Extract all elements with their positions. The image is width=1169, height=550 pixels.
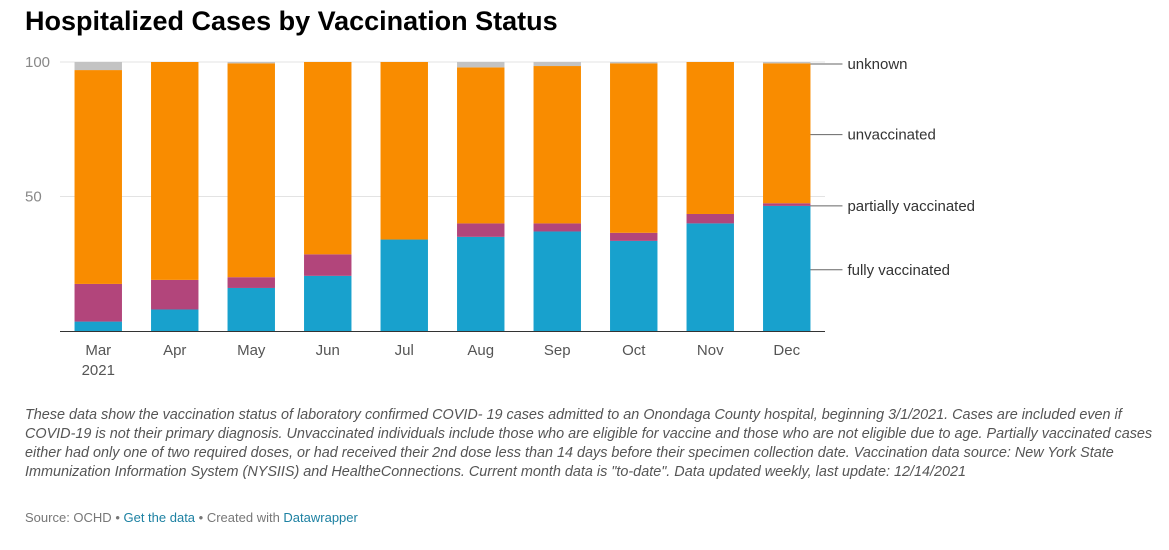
bar-partially-vaccinated-may[interactable] — [227, 277, 275, 288]
x-tick-label: Oct — [622, 342, 646, 359]
bar-unvaccinated-dec[interactable] — [763, 63, 811, 204]
legend: fully vaccinated partially vaccinated unva… — [810, 56, 975, 279]
legend-label-unvaccinated: unvaccinated — [847, 127, 935, 144]
bar-unvaccinated-sep[interactable] — [533, 66, 581, 224]
x-tick-label: May — [237, 342, 266, 359]
x-tick-label: Mar — [85, 342, 111, 359]
bar-fully-vaccinated-sep[interactable] — [533, 231, 581, 331]
x-tick-label: Dec — [773, 342, 800, 359]
bar-fully-vaccinated-may[interactable] — [227, 287, 275, 331]
x-tick-label: Aug — [467, 342, 494, 359]
x-tick-label: Apr — [163, 342, 186, 359]
bar-fully-vaccinated-mar[interactable] — [74, 321, 122, 331]
created-with-text: Created with — [206, 510, 284, 525]
bar-partially-vaccinated-apr[interactable] — [151, 279, 199, 310]
bar-fully-vaccinated-aug[interactable] — [457, 236, 505, 331]
bar-unknown-oct[interactable] — [610, 62, 658, 64]
legend-label-fully-vaccinated: fully vaccinated — [847, 262, 950, 279]
bar-partially-vaccinated-dec[interactable] — [763, 203, 811, 206]
source-text: Source: OCHD — [25, 510, 112, 525]
bar-fully-vaccinated-jul[interactable] — [380, 239, 428, 331]
bar-partially-vaccinated-nov[interactable] — [686, 213, 734, 224]
bar-unknown-sep[interactable] — [533, 62, 581, 67]
x-tick-label: Jun — [316, 342, 340, 359]
bar-unvaccinated-aug[interactable] — [457, 67, 505, 224]
bar-unvaccinated-jun[interactable] — [304, 62, 352, 255]
axes: 50 100 Mar 2021 Apr May Jun Jul Aug Sep Oct Nov Dec — [25, 54, 825, 379]
x-tick-label: Jul — [395, 342, 414, 359]
legend-label-unknown: unknown — [847, 56, 907, 73]
bar-partially-vaccinated-jun[interactable] — [304, 254, 352, 276]
bar-partially-vaccinated-oct[interactable] — [610, 232, 658, 241]
bar-partially-vaccinated-sep[interactable] — [533, 223, 581, 232]
bar-partially-vaccinated-mar[interactable] — [74, 283, 122, 322]
datawrapper-link[interactable]: Datawrapper — [283, 510, 358, 525]
bar-partially-vaccinated-aug[interactable] — [457, 223, 505, 237]
footer-separator: • — [195, 510, 207, 525]
legend-label-partially-vaccinated: partially vaccinated — [847, 198, 975, 215]
chart-footer: Source: OCHD • Get the data • Created wi… — [25, 510, 358, 525]
bar-unknown-may[interactable] — [227, 62, 275, 64]
get-the-data-link[interactable]: Get the data — [123, 510, 196, 525]
bar-unvaccinated-nov[interactable] — [686, 62, 734, 214]
bar-fully-vaccinated-jun[interactable] — [304, 275, 352, 331]
bar-unknown-aug[interactable] — [457, 62, 505, 68]
y-tick-label: 100 — [25, 54, 50, 71]
bar-unvaccinated-apr[interactable] — [151, 62, 199, 280]
bar-unvaccinated-jul[interactable] — [380, 62, 428, 240]
bar-unknown-dec[interactable] — [763, 62, 811, 64]
bar-unvaccinated-oct[interactable] — [610, 63, 658, 233]
x-tick-label: Nov — [697, 342, 724, 359]
x-tick-label: Sep — [544, 342, 571, 359]
chart-title: Hospitalized Cases by Vaccination Status — [25, 6, 558, 36]
bar-fully-vaccinated-nov[interactable] — [686, 223, 734, 331]
bars — [74, 62, 811, 331]
x-tick-year-label: 2021 — [82, 362, 115, 379]
y-tick-label: 50 — [25, 189, 42, 206]
bar-fully-vaccinated-oct[interactable] — [610, 240, 658, 331]
footer-separator: • — [111, 510, 124, 525]
chart-notes: These data show the vaccination status o… — [25, 407, 1153, 480]
bar-fully-vaccinated-apr[interactable] — [151, 309, 199, 331]
bar-unvaccinated-mar[interactable] — [74, 70, 122, 284]
bar-fully-vaccinated-dec[interactable] — [763, 205, 811, 331]
bar-unknown-mar[interactable] — [74, 62, 122, 71]
bar-unvaccinated-may[interactable] — [227, 63, 275, 278]
